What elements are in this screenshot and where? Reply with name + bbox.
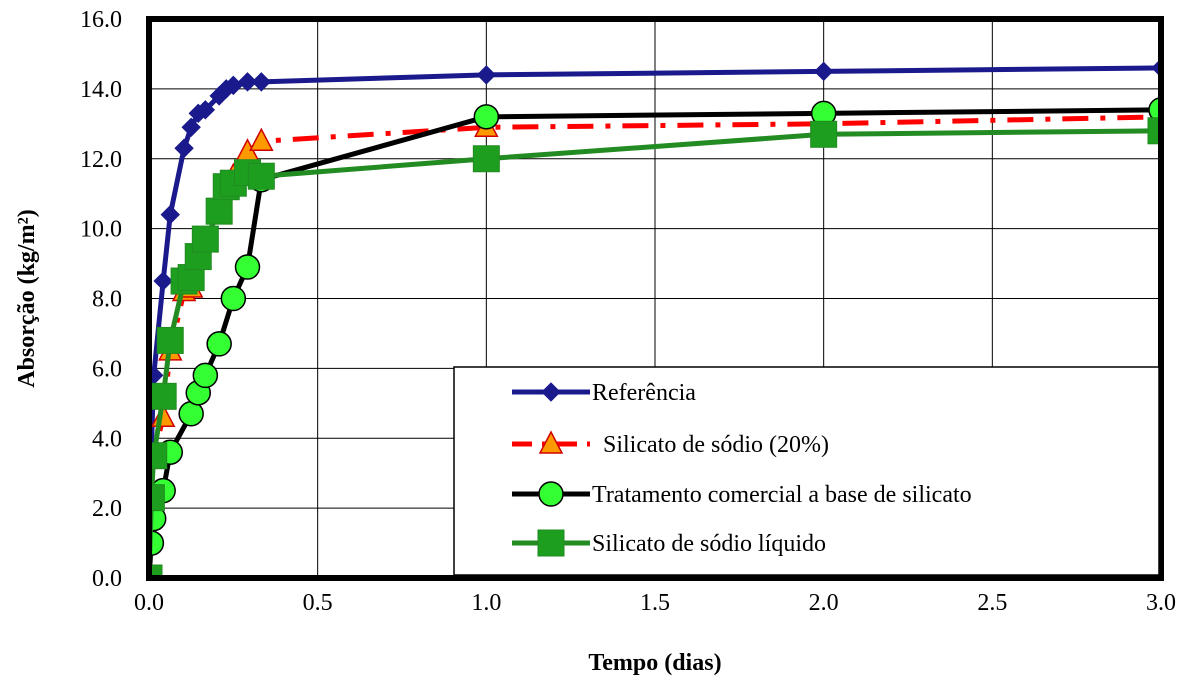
plot-frame xyxy=(146,16,1164,581)
tick-labels: 0.0 0.5 1.0 1.5 2.0 2.5 3.0 0.0 2.0 4.0 6.0 8.0 10.0… xyxy=(80,7,1176,616)
y-tick-label: 0.0 xyxy=(92,566,122,592)
series-4-point xyxy=(149,382,177,410)
series-4-point xyxy=(472,145,500,173)
x-tick-label: 1.5 xyxy=(640,590,670,616)
series-1-point xyxy=(174,138,194,158)
y-tick-label: 12.0 xyxy=(80,147,122,173)
x-tick-label: 1.0 xyxy=(471,590,501,616)
legend: Referência Silicato de sódio (20%) Tratame… xyxy=(453,366,1160,576)
legend-label: Referência xyxy=(592,380,696,406)
legend-label: Silicato de sódio (20%) xyxy=(603,432,829,458)
y-tick-label: 14.0 xyxy=(80,77,122,103)
series-1-point xyxy=(160,204,180,225)
y-tick-label: 6.0 xyxy=(92,356,122,382)
series-1-point xyxy=(237,72,258,92)
series-4-point xyxy=(149,442,168,470)
x-tick-label: 0.5 xyxy=(303,590,333,616)
y-tick-label: 4.0 xyxy=(92,426,122,452)
x-tick-label: 0.0 xyxy=(134,590,164,616)
series-3-point xyxy=(192,362,219,389)
series-4-point xyxy=(205,197,233,225)
legend-swatch-marker xyxy=(538,481,564,507)
legend-swatch-marker xyxy=(538,430,564,454)
legend-swatch-marker xyxy=(541,382,561,402)
series-1-point xyxy=(813,61,834,82)
series-4-point xyxy=(156,326,184,354)
y-axis-title: Absorção (kg/m²) xyxy=(14,209,40,388)
y-tick-label: 10.0 xyxy=(80,217,122,243)
legend-swatch-marker xyxy=(537,529,565,557)
legend-label: Silicato de sódio líquido xyxy=(592,531,826,557)
y-tick-label: 8.0 xyxy=(92,287,122,313)
series-3-point xyxy=(206,331,232,357)
x-tick-label: 2.5 xyxy=(977,590,1007,616)
series-4-point xyxy=(149,564,163,578)
x-tick-label: 3.0 xyxy=(1146,590,1176,616)
series-4-point xyxy=(810,120,838,148)
series-2-point xyxy=(249,127,274,152)
series-1-point xyxy=(476,65,497,85)
y-tick-label: 16.0 xyxy=(80,7,122,33)
series-4 xyxy=(149,117,1164,578)
series-4-point xyxy=(191,225,219,253)
series-3-point xyxy=(234,254,261,280)
series-3-point xyxy=(473,104,500,130)
x-axis-title: Tempo (dias) xyxy=(588,650,721,676)
y-tick-label: 2.0 xyxy=(92,496,122,522)
series-3-point xyxy=(220,285,247,312)
legend-box xyxy=(453,366,1160,576)
legend-label: Tratamento comercial a base de silicato xyxy=(592,482,972,508)
series-1-point xyxy=(195,100,216,120)
series-1-point xyxy=(153,271,173,291)
x-tick-label: 2.0 xyxy=(809,590,839,616)
series-1-point xyxy=(251,72,272,92)
series-1-point xyxy=(181,117,201,138)
series-4-point xyxy=(247,162,275,190)
